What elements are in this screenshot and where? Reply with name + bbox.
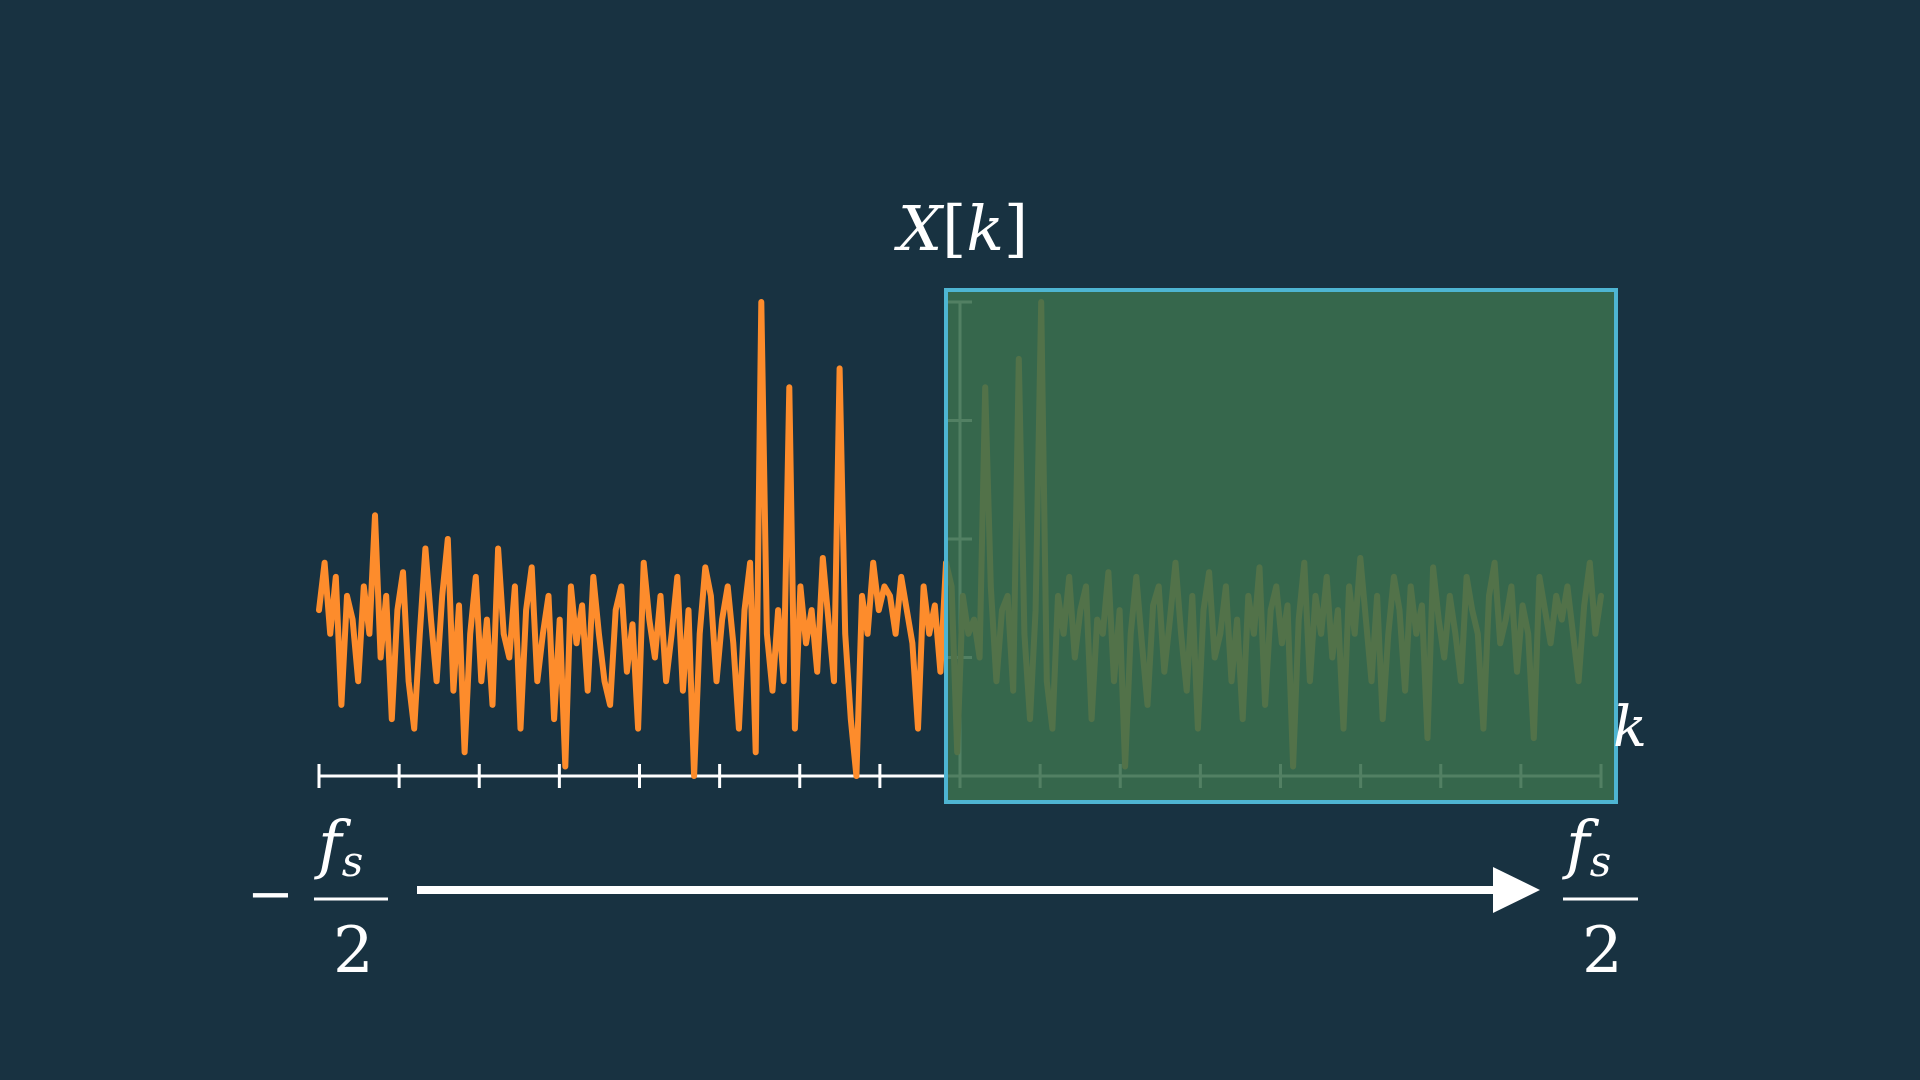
y-axis-label: X[k] — [894, 192, 1028, 265]
right-bound-label: fs 2 — [1562, 808, 1638, 988]
left-bound-sign: − — [247, 862, 294, 927]
right-bound-denominator: 2 — [1582, 914, 1623, 988]
positive-frequency-highlight — [944, 288, 1618, 804]
left-bound-denominator: 2 — [333, 914, 374, 988]
x-axis-label: k — [1613, 695, 1647, 760]
frequency-direction-arrow — [417, 867, 1540, 913]
